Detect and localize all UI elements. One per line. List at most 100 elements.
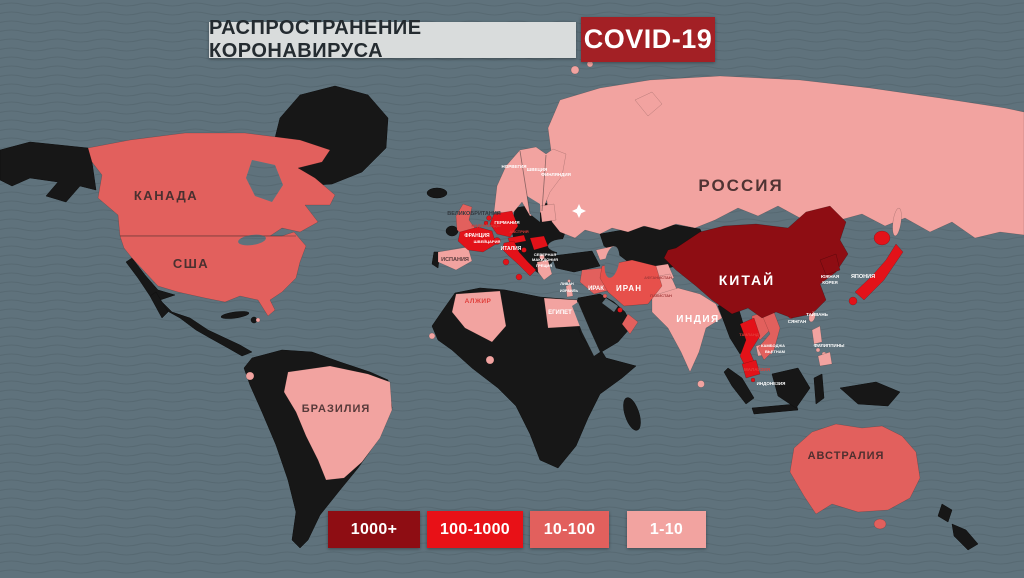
country-oman — [621, 313, 639, 335]
island-novaya-zemlya — [634, 91, 663, 117]
country-nigeria — [485, 355, 495, 365]
island-sumatra — [723, 367, 755, 405]
water-hudson-bay — [246, 160, 283, 202]
country-singapore — [750, 377, 756, 383]
island-iceland — [426, 187, 448, 199]
country-label: КОРЕЯ — [822, 280, 837, 285]
country-label: ПАКИСТАН — [650, 293, 672, 298]
country-spain — [437, 246, 473, 271]
country-france — [457, 226, 497, 253]
country-netherlands — [486, 215, 492, 221]
island-new-zealand-south — [951, 523, 979, 551]
country-label: СЯНГАН — [788, 319, 807, 324]
water-red-sea — [572, 302, 600, 356]
country-label: ИСПАНИЯ — [441, 257, 469, 263]
legend-item: 1000+ — [328, 511, 420, 548]
country-label: БРАЗИЛИЯ — [302, 403, 371, 415]
country-label: АЛЖИР — [465, 298, 492, 305]
country-label: ИНДИЯ — [676, 314, 719, 325]
countries-1-10 — [245, 60, 1024, 481]
country-usa — [119, 231, 307, 317]
water-black-sea — [548, 239, 582, 253]
country-label: ГЕРМАНИЯ — [494, 220, 519, 225]
island-sicily — [515, 273, 523, 281]
moscow-star-icon — [572, 204, 586, 218]
island-sakhalin — [892, 207, 902, 237]
country-label: ФИЛИППИНЫ — [814, 343, 845, 348]
island-cuba — [220, 311, 250, 319]
island-java — [751, 403, 799, 415]
island-mindanao — [817, 351, 833, 367]
country-china — [663, 205, 849, 319]
island-sulawesi — [813, 373, 825, 405]
country-brazil — [283, 365, 393, 481]
country-label: КИТАЙ — [719, 271, 775, 288]
border-scandinavia-1 — [519, 150, 531, 215]
country-label: ИРАК — [588, 286, 604, 292]
country-baltics — [539, 203, 557, 223]
country-label: КАМБОДЖА — [761, 343, 785, 348]
island-baja — [149, 291, 169, 319]
country-uae — [617, 307, 623, 313]
island-tasmania — [873, 518, 887, 530]
country-australia — [789, 423, 921, 515]
water-persian-gulf — [602, 298, 618, 312]
country-label: НИДЕРЛАНДЫ — [471, 223, 500, 228]
island-new-guinea — [839, 381, 901, 407]
country-label: ЮЖНАЯ — [821, 274, 839, 279]
country-label: РОССИЯ — [698, 176, 783, 195]
country-germany — [489, 210, 519, 238]
country-label: ШВЕЙЦАРИЯ — [474, 239, 501, 244]
country-india — [651, 287, 723, 373]
countries-1000-plus — [663, 205, 849, 319]
country-label: ИНДОНЕЗИЯ — [757, 381, 786, 386]
country-greece — [536, 259, 553, 281]
island-new-zealand-north — [937, 503, 953, 523]
inland-waters — [238, 160, 620, 356]
covid19-badge-text: COVID-19 — [583, 24, 713, 54]
island-honshu — [854, 243, 904, 301]
country-croatia — [521, 247, 527, 253]
country-label: США — [173, 256, 209, 271]
country-scandinavia — [493, 146, 567, 217]
country-label: ЯПОНИЯ — [851, 274, 875, 280]
legend-item: 100-1000 — [427, 511, 523, 548]
country-label: НОРВЕГИЯ — [501, 164, 526, 169]
legend-item: 10-100 — [530, 511, 609, 548]
country-kuwait — [602, 293, 608, 299]
country-label: ГРЕЦИЯ — [536, 263, 552, 268]
water-caspian-sea — [604, 246, 620, 278]
island-sardinia — [502, 258, 510, 266]
country-label: МАКЕДОНИЯ — [532, 257, 558, 262]
country-label: МАЛАЙЗИЯ — [744, 365, 770, 372]
island-kyushu — [848, 296, 858, 306]
island-ireland — [445, 225, 459, 237]
water-baltic-sea — [527, 196, 540, 222]
legend-item: 1-10 — [627, 511, 706, 548]
island-sri-lanka — [697, 380, 705, 388]
country-russia — [544, 75, 1024, 239]
island-madagascar — [623, 397, 641, 431]
country-lebanon — [567, 279, 571, 283]
island-dominican — [255, 317, 261, 323]
covid19-badge: COVID-19 — [581, 17, 715, 62]
country-north-macedonia — [539, 254, 545, 260]
country-label: ИТАЛИЯ — [501, 246, 522, 252]
island-borneo — [771, 367, 811, 409]
water-great-lakes — [238, 234, 266, 246]
island-visayas — [815, 347, 821, 353]
country-malaysia — [741, 359, 761, 379]
country-senegal — [428, 332, 436, 340]
title-bar: РАСПРОСТРАНЕНИЕ КОРОНАВИРУСА — [209, 17, 576, 62]
border-scandinavia-2 — [541, 154, 547, 212]
countries-10-100 — [87, 132, 921, 530]
country-label: ЛИВАН — [560, 282, 574, 286]
country-label: ШВЕЦИЯ — [527, 167, 548, 172]
country-label: АВСТРАЛИЯ — [808, 450, 885, 462]
country-algeria — [451, 290, 507, 343]
internal-borders — [120, 150, 547, 237]
country-ecuador — [245, 371, 255, 381]
country-label: КАНАДА — [134, 188, 198, 203]
